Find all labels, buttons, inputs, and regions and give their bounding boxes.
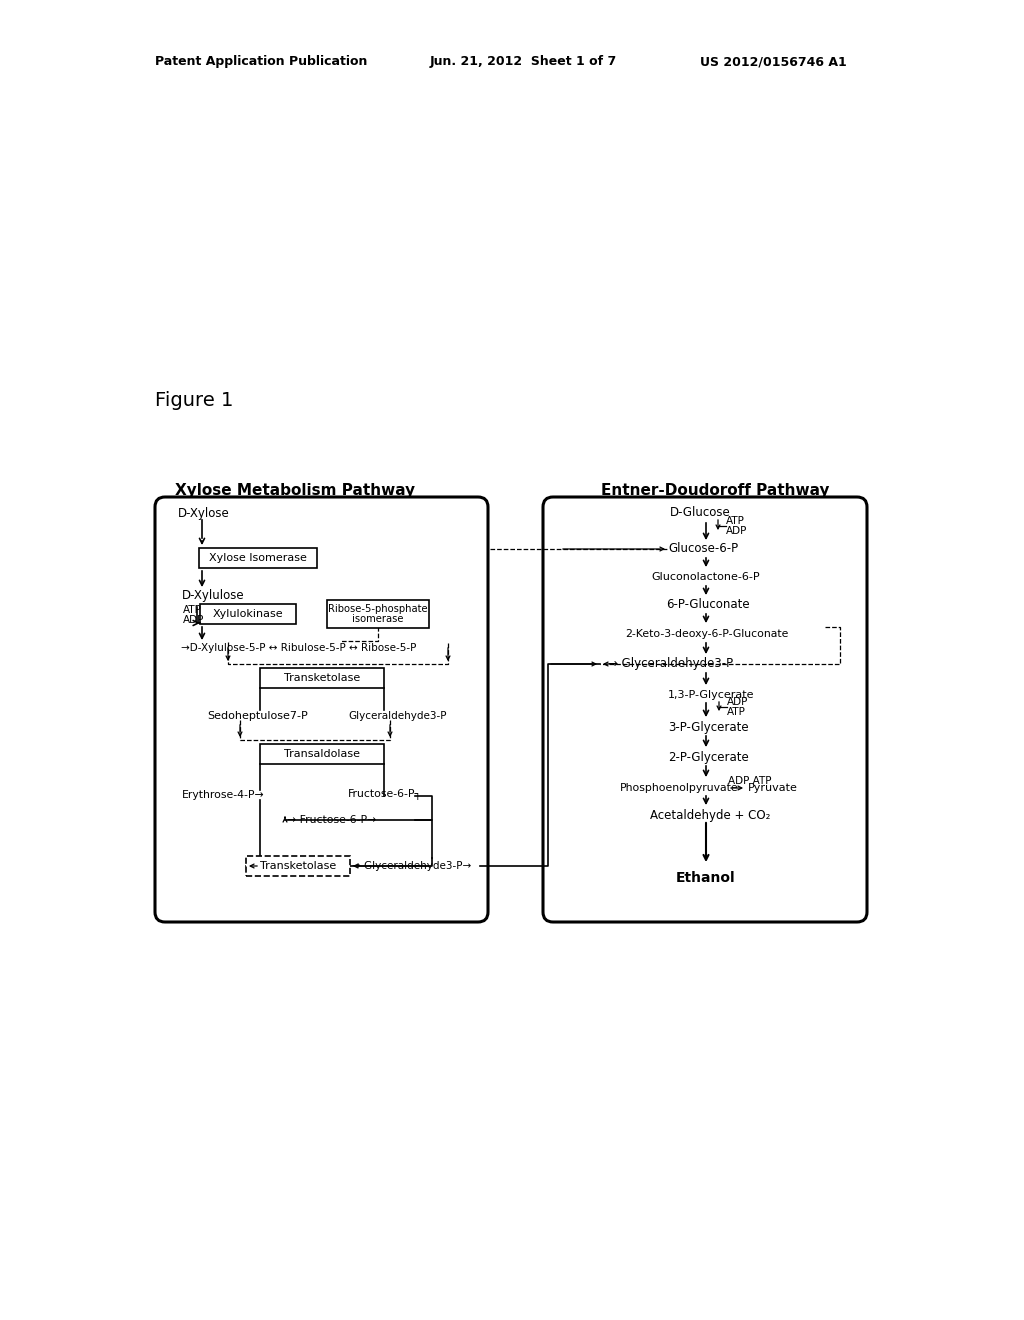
FancyBboxPatch shape [543, 498, 867, 921]
Text: D-Xylose: D-Xylose [178, 507, 229, 520]
Text: ATP: ATP [183, 605, 202, 615]
Text: ADP: ADP [726, 525, 748, 536]
Text: ADP: ADP [183, 615, 205, 624]
Text: Xylose Metabolism Pathway: Xylose Metabolism Pathway [175, 483, 415, 498]
Text: 2-Keto-3-deoxy-6-P-Gluconate: 2-Keto-3-deoxy-6-P-Gluconate [625, 630, 788, 639]
Bar [327, 601, 429, 628]
Text: Entner-Doudoroff Pathway: Entner-Doudoroff Pathway [601, 483, 829, 498]
Text: Gluconolactone-6-P: Gluconolactone-6-P [651, 572, 760, 582]
Text: D-Xylulose: D-Xylulose [182, 590, 245, 602]
Text: → Glyceraldehyde3-P→: → Glyceraldehyde3-P→ [352, 861, 471, 871]
Text: 6-P-Gluconate: 6-P-Gluconate [666, 598, 750, 611]
Text: ADP: ADP [727, 697, 749, 708]
Bar [260, 744, 384, 764]
Text: D-Glucose: D-Glucose [670, 507, 731, 520]
Text: US 2012/0156746 A1: US 2012/0156746 A1 [700, 55, 847, 69]
Text: Erythrose-4-P→: Erythrose-4-P→ [182, 789, 264, 800]
Text: Patent Application Publication: Patent Application Publication [155, 55, 368, 69]
Text: 2-P-Glycerate: 2-P-Glycerate [668, 751, 749, 763]
Text: Glyceraldehyde3-P: Glyceraldehyde3-P [348, 711, 446, 721]
Text: Pyruvate: Pyruvate [748, 783, 798, 793]
Text: Sedoheptulose7-P: Sedoheptulose7-P [207, 711, 308, 721]
FancyBboxPatch shape [155, 498, 488, 921]
Text: → Fructose-6-P→: → Fructose-6-P→ [287, 814, 376, 825]
Text: Transaldolase: Transaldolase [284, 748, 360, 759]
Text: ATP: ATP [727, 708, 745, 717]
Text: Figure 1: Figure 1 [155, 391, 233, 409]
Text: → Glyceraldehyde3-P: → Glyceraldehyde3-P [608, 657, 733, 671]
Text: isomerase: isomerase [352, 614, 403, 624]
Text: 3-P-Glycerate: 3-P-Glycerate [668, 721, 749, 734]
Text: ADP ATP: ADP ATP [728, 776, 771, 785]
Text: Transketolase: Transketolase [284, 673, 360, 682]
Bar [200, 605, 296, 624]
Text: Ethanol: Ethanol [676, 871, 736, 884]
Bar [199, 548, 317, 568]
Bar [246, 855, 350, 876]
Bar [260, 668, 384, 688]
Text: Fructose-6-P┐: Fructose-6-P┐ [348, 789, 422, 800]
Text: Xylose Isomerase: Xylose Isomerase [209, 553, 307, 564]
Text: →D-Xylulose-5-P ↔ Ribulose-5-P ↔ Ribose-5-P: →D-Xylulose-5-P ↔ Ribulose-5-P ↔ Ribose-… [181, 643, 417, 653]
Text: Transketolase: Transketolase [260, 861, 336, 871]
Text: Ribose-5-phosphate: Ribose-5-phosphate [328, 605, 428, 614]
Text: Glucose-6-P: Glucose-6-P [668, 543, 738, 556]
Text: ATP: ATP [726, 516, 744, 525]
Text: Xylulokinase: Xylulokinase [213, 609, 284, 619]
Text: 1,3-P-Glycerate: 1,3-P-Glycerate [668, 690, 755, 700]
Text: Acetaldehyde + CO₂: Acetaldehyde + CO₂ [650, 808, 770, 821]
Text: Phosphoenolpyruvate: Phosphoenolpyruvate [620, 783, 738, 793]
Text: Jun. 21, 2012  Sheet 1 of 7: Jun. 21, 2012 Sheet 1 of 7 [430, 55, 617, 69]
